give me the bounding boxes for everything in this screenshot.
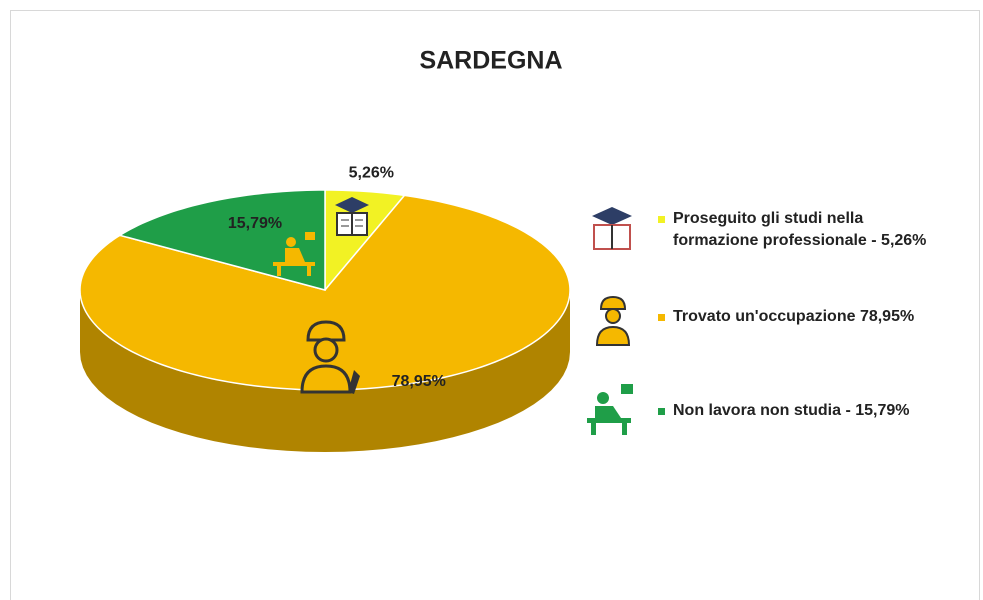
slice — [79, 194, 571, 391]
legend-swatch — [658, 216, 665, 223]
chart-title: SARDEGNA — [419, 47, 562, 75]
data-label: 15,79% — [228, 215, 282, 232]
icons — [273, 197, 633, 435]
legend-label: Trovato un'occupazione 78,95% — [673, 308, 915, 325]
legend-entry: Trovato un'occupazione 78,95% — [658, 306, 914, 328]
legend-icon-worker — [595, 295, 631, 346]
legend-swatch — [658, 314, 665, 321]
slice-side — [80, 290, 570, 452]
legend-entry: Proseguito gli studi nella formazione pr… — [658, 208, 935, 252]
frame — [10, 10, 980, 600]
icon-worker — [300, 320, 360, 394]
legend-label: Non lavora non studia - 15,79% — [673, 402, 910, 419]
icon-rest — [273, 232, 315, 276]
legend-icon-study — [592, 207, 632, 250]
legend-label: Proseguito gli studi nella formazione pr… — [673, 210, 927, 249]
data-label: 5,26% — [349, 165, 394, 182]
legend-swatch — [658, 408, 665, 415]
data-label: 78,95% — [392, 373, 446, 390]
legend-icon-rest — [587, 384, 633, 435]
icon-study — [335, 197, 369, 236]
legend-entry: Non lavora non studia - 15,79% — [658, 400, 910, 422]
